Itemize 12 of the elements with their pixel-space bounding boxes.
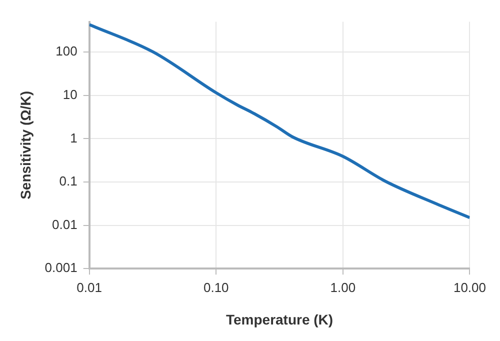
y-tick-label: 1 [70, 130, 78, 146]
y-tick-label: 0.01 [52, 216, 78, 232]
y-tick-label: 100 [56, 44, 78, 59]
y-tick-label: 0.001 [44, 260, 78, 276]
x-tick-label: 0.01 [76, 280, 102, 295]
x-tick-label: 1.00 [330, 280, 356, 295]
x-tick-label: 0.10 [203, 280, 229, 295]
x-tick-label: 10.00 [453, 280, 486, 295]
y-tick-label: 0.1 [59, 174, 78, 189]
y-tick-label: 10 [62, 86, 78, 102]
y-axis-title: Sensitivity (Ω/K) [17, 90, 34, 200]
x-axis-title: Temperature (K) [226, 311, 334, 328]
